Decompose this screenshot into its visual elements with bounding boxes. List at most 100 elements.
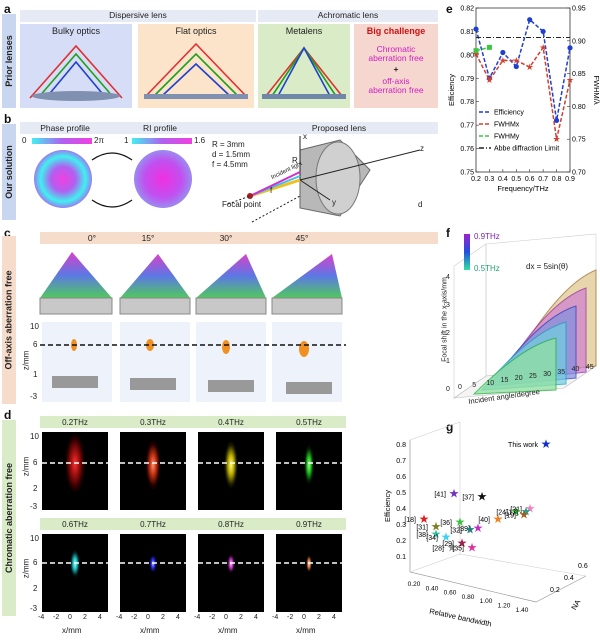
fwhmx-point: ★ — [553, 135, 561, 145]
side-label-prior: Prior lenses — [2, 14, 16, 108]
panel-label-b: b — [4, 112, 12, 126]
f-ytick: 3 — [446, 302, 450, 309]
freq-07: 0.7THz — [140, 520, 166, 529]
axis-back — [459, 553, 587, 577]
heatmap-07 — [120, 534, 186, 612]
scatter-label: [21] — [510, 507, 522, 514]
ytick-label: 0.77 — [460, 123, 474, 130]
scatter-point: ★ — [455, 515, 466, 529]
panel-label-c: c — [4, 226, 11, 240]
panel-label-a: a — [4, 2, 11, 16]
d-ytick-2b: 2 — [33, 584, 38, 593]
axis-back — [409, 553, 461, 573]
f-ytick: 0 — [446, 386, 450, 393]
y-axis-label: Efficiency — [447, 74, 456, 106]
scatter-point: ★ — [419, 512, 430, 526]
comparison-3d-scatter: 0.1 0.2 0.3 0.4 0.5 0.6 0.7 0.8 0.20 0.40 0.60 0.80… — [383, 421, 588, 629]
f-xtick: 5 — [472, 381, 477, 389]
heatmap-05 — [276, 432, 342, 510]
param-f: f = 4.5mm — [212, 160, 248, 169]
scatter-label: [31] — [416, 525, 428, 532]
ytick-label: 0.76 — [460, 146, 474, 153]
ytick-label: 0.79 — [460, 76, 474, 83]
challenge-line4: aberration free — [368, 85, 424, 95]
fwhmy-point — [473, 48, 479, 54]
scatter-point: ★ — [525, 502, 536, 516]
ri-title: RI profile — [142, 123, 177, 133]
d-ytick-10b: 10 — [30, 534, 39, 543]
xtick-label: 0.8 — [552, 176, 562, 183]
scatter-label: [39] — [458, 526, 470, 533]
dim-R-label: R — [292, 156, 298, 165]
y2tick-label: 0.85 — [572, 71, 586, 78]
efficiency-fwhm-chart: 0.75 0.76 0.77 0.78 0.79 0.80 0.81 0.82 0.70 0.75… — [447, 6, 600, 194]
xtick-label: 0.2 — [471, 176, 481, 183]
angle-15: 15° — [141, 233, 155, 243]
dispersive-header — [20, 10, 256, 22]
dim-d-label: d — [418, 200, 423, 209]
legend-label: FWHMx — [494, 122, 520, 129]
plot-frame — [475, 7, 571, 173]
phase-colorbar — [32, 138, 92, 144]
freq-03: 0.3THz — [140, 418, 166, 427]
scatter-point: ★ — [541, 437, 552, 451]
scatter-label: [37] — [462, 495, 474, 502]
d-ytick-6b: 6 — [33, 558, 38, 567]
phase-disk — [34, 150, 92, 208]
heatmap-04 — [198, 432, 264, 510]
g-ztick: 0.2 — [550, 587, 560, 594]
g-ytick: 0.6 — [396, 474, 406, 481]
phase-title: Phase profile — [40, 123, 90, 133]
challenge-line3: off-axis — [382, 76, 410, 86]
challenge-plus: + — [393, 64, 399, 74]
challenge-line2: aberration free — [368, 53, 424, 63]
scatter-point: ★ — [519, 508, 530, 522]
fwhmx-point: ★ — [566, 76, 574, 86]
y2tick-label: 0.80 — [572, 104, 586, 111]
panel-label-g: g — [446, 420, 454, 434]
legend-label: Efficiency — [494, 110, 524, 117]
angle-0: 0° — [87, 233, 97, 243]
ri-disk — [134, 150, 192, 208]
scatter-label: [24] — [496, 510, 508, 517]
c-field-0 — [42, 322, 112, 402]
series-line-efficiency — [475, 18, 571, 121]
achromatic-label: Achromatic lens — [317, 10, 379, 20]
scatter-point: ★ — [431, 527, 442, 541]
g-xlabel: Relative bandwidth — [429, 607, 493, 629]
scatter-label: [34] — [426, 535, 438, 542]
freq-04: 0.4THz — [218, 418, 244, 427]
b-arrows — [91, 152, 133, 208]
b-header-bar — [20, 122, 438, 134]
d-ylabel-bot: z/mm — [21, 558, 31, 579]
efficiency-point — [540, 28, 546, 35]
focal-point-label: Focal point — [222, 200, 262, 209]
efficiency-point — [473, 26, 479, 32]
scatter-point: ★ — [477, 490, 488, 504]
d-xtick: -4 — [194, 614, 201, 621]
scatter-label: [41] — [434, 492, 446, 499]
f-formula: dx = 5sin(θ) — [526, 262, 569, 271]
d-xtick: -2 — [53, 614, 60, 621]
g-xtick: 0.80 — [462, 594, 475, 601]
param-d: d = 1.5mm — [212, 150, 251, 159]
proposed-lens-drawing — [227, 136, 421, 223]
offaxis-focal-fields — [40, 339, 346, 394]
d-ytick-10a: 10 — [30, 432, 39, 441]
achromatic-header — [258, 10, 438, 22]
g-ytick: 0.2 — [396, 538, 406, 545]
scatter-label: [32] — [450, 528, 462, 535]
efficiency-point — [527, 17, 533, 23]
d-xtick: 4 — [98, 614, 102, 621]
ytick-label: 0.75 — [460, 170, 474, 177]
fwhmx-point: ★ — [539, 43, 547, 53]
axis-z-label: z — [420, 144, 424, 153]
g-zlabel: NA — [569, 598, 582, 612]
d-xtick: 4 — [254, 614, 258, 621]
f-xtick: 40 — [571, 366, 580, 374]
c-ytick-m3: -3 — [30, 392, 38, 401]
freq-08: 0.8THz — [218, 520, 244, 529]
heatmap-06 — [42, 534, 108, 612]
challenge-title: Big challenge — [366, 26, 426, 36]
g-xtick: 1.20 — [498, 603, 511, 610]
